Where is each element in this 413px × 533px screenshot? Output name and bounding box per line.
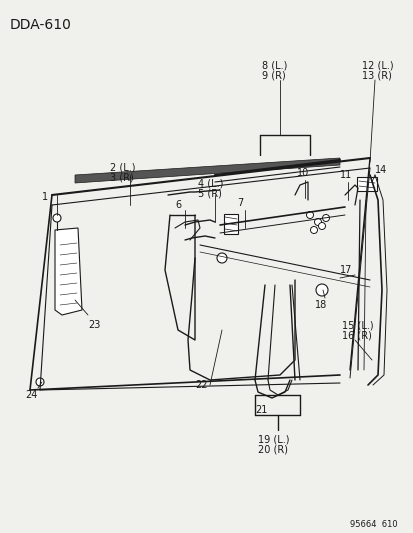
Circle shape (318, 222, 325, 230)
Circle shape (315, 284, 327, 296)
Text: 15 (L.): 15 (L.) (341, 320, 373, 330)
Text: 19 (L.): 19 (L.) (257, 435, 289, 445)
Text: 24: 24 (25, 390, 37, 400)
Text: 20 (R): 20 (R) (257, 445, 287, 455)
Text: 1: 1 (42, 192, 48, 202)
Text: 7: 7 (236, 198, 243, 208)
Polygon shape (75, 158, 339, 183)
FancyBboxPatch shape (223, 214, 237, 234)
Text: 12 (L.): 12 (L.) (361, 60, 393, 70)
Text: 5 (R): 5 (R) (197, 188, 221, 198)
Text: 6: 6 (175, 200, 181, 210)
Text: 4 (L.): 4 (L.) (197, 178, 223, 188)
Text: 17: 17 (339, 265, 351, 275)
Text: 21: 21 (254, 405, 267, 415)
Text: 13 (R): 13 (R) (361, 70, 391, 80)
Text: 22: 22 (195, 380, 207, 390)
Circle shape (310, 227, 317, 233)
Text: 14: 14 (374, 165, 386, 175)
Circle shape (36, 378, 44, 386)
Text: 11: 11 (339, 170, 351, 180)
Text: 3 (R): 3 (R) (110, 172, 133, 182)
Text: 9 (R): 9 (R) (261, 70, 285, 80)
Text: 16 (R): 16 (R) (341, 330, 371, 340)
Text: 23: 23 (88, 320, 100, 330)
Text: 2 (L.): 2 (L.) (110, 162, 135, 172)
Circle shape (53, 214, 61, 222)
Circle shape (306, 212, 313, 219)
Text: 95664  610: 95664 610 (349, 520, 396, 529)
Polygon shape (55, 228, 82, 315)
Text: 10: 10 (296, 168, 309, 178)
Text: DDA-610: DDA-610 (10, 18, 72, 32)
Circle shape (216, 253, 226, 263)
Text: 8 (L.): 8 (L.) (261, 60, 287, 70)
FancyBboxPatch shape (356, 177, 376, 191)
Text: 18: 18 (314, 300, 326, 310)
Circle shape (322, 214, 329, 222)
Circle shape (314, 219, 321, 225)
